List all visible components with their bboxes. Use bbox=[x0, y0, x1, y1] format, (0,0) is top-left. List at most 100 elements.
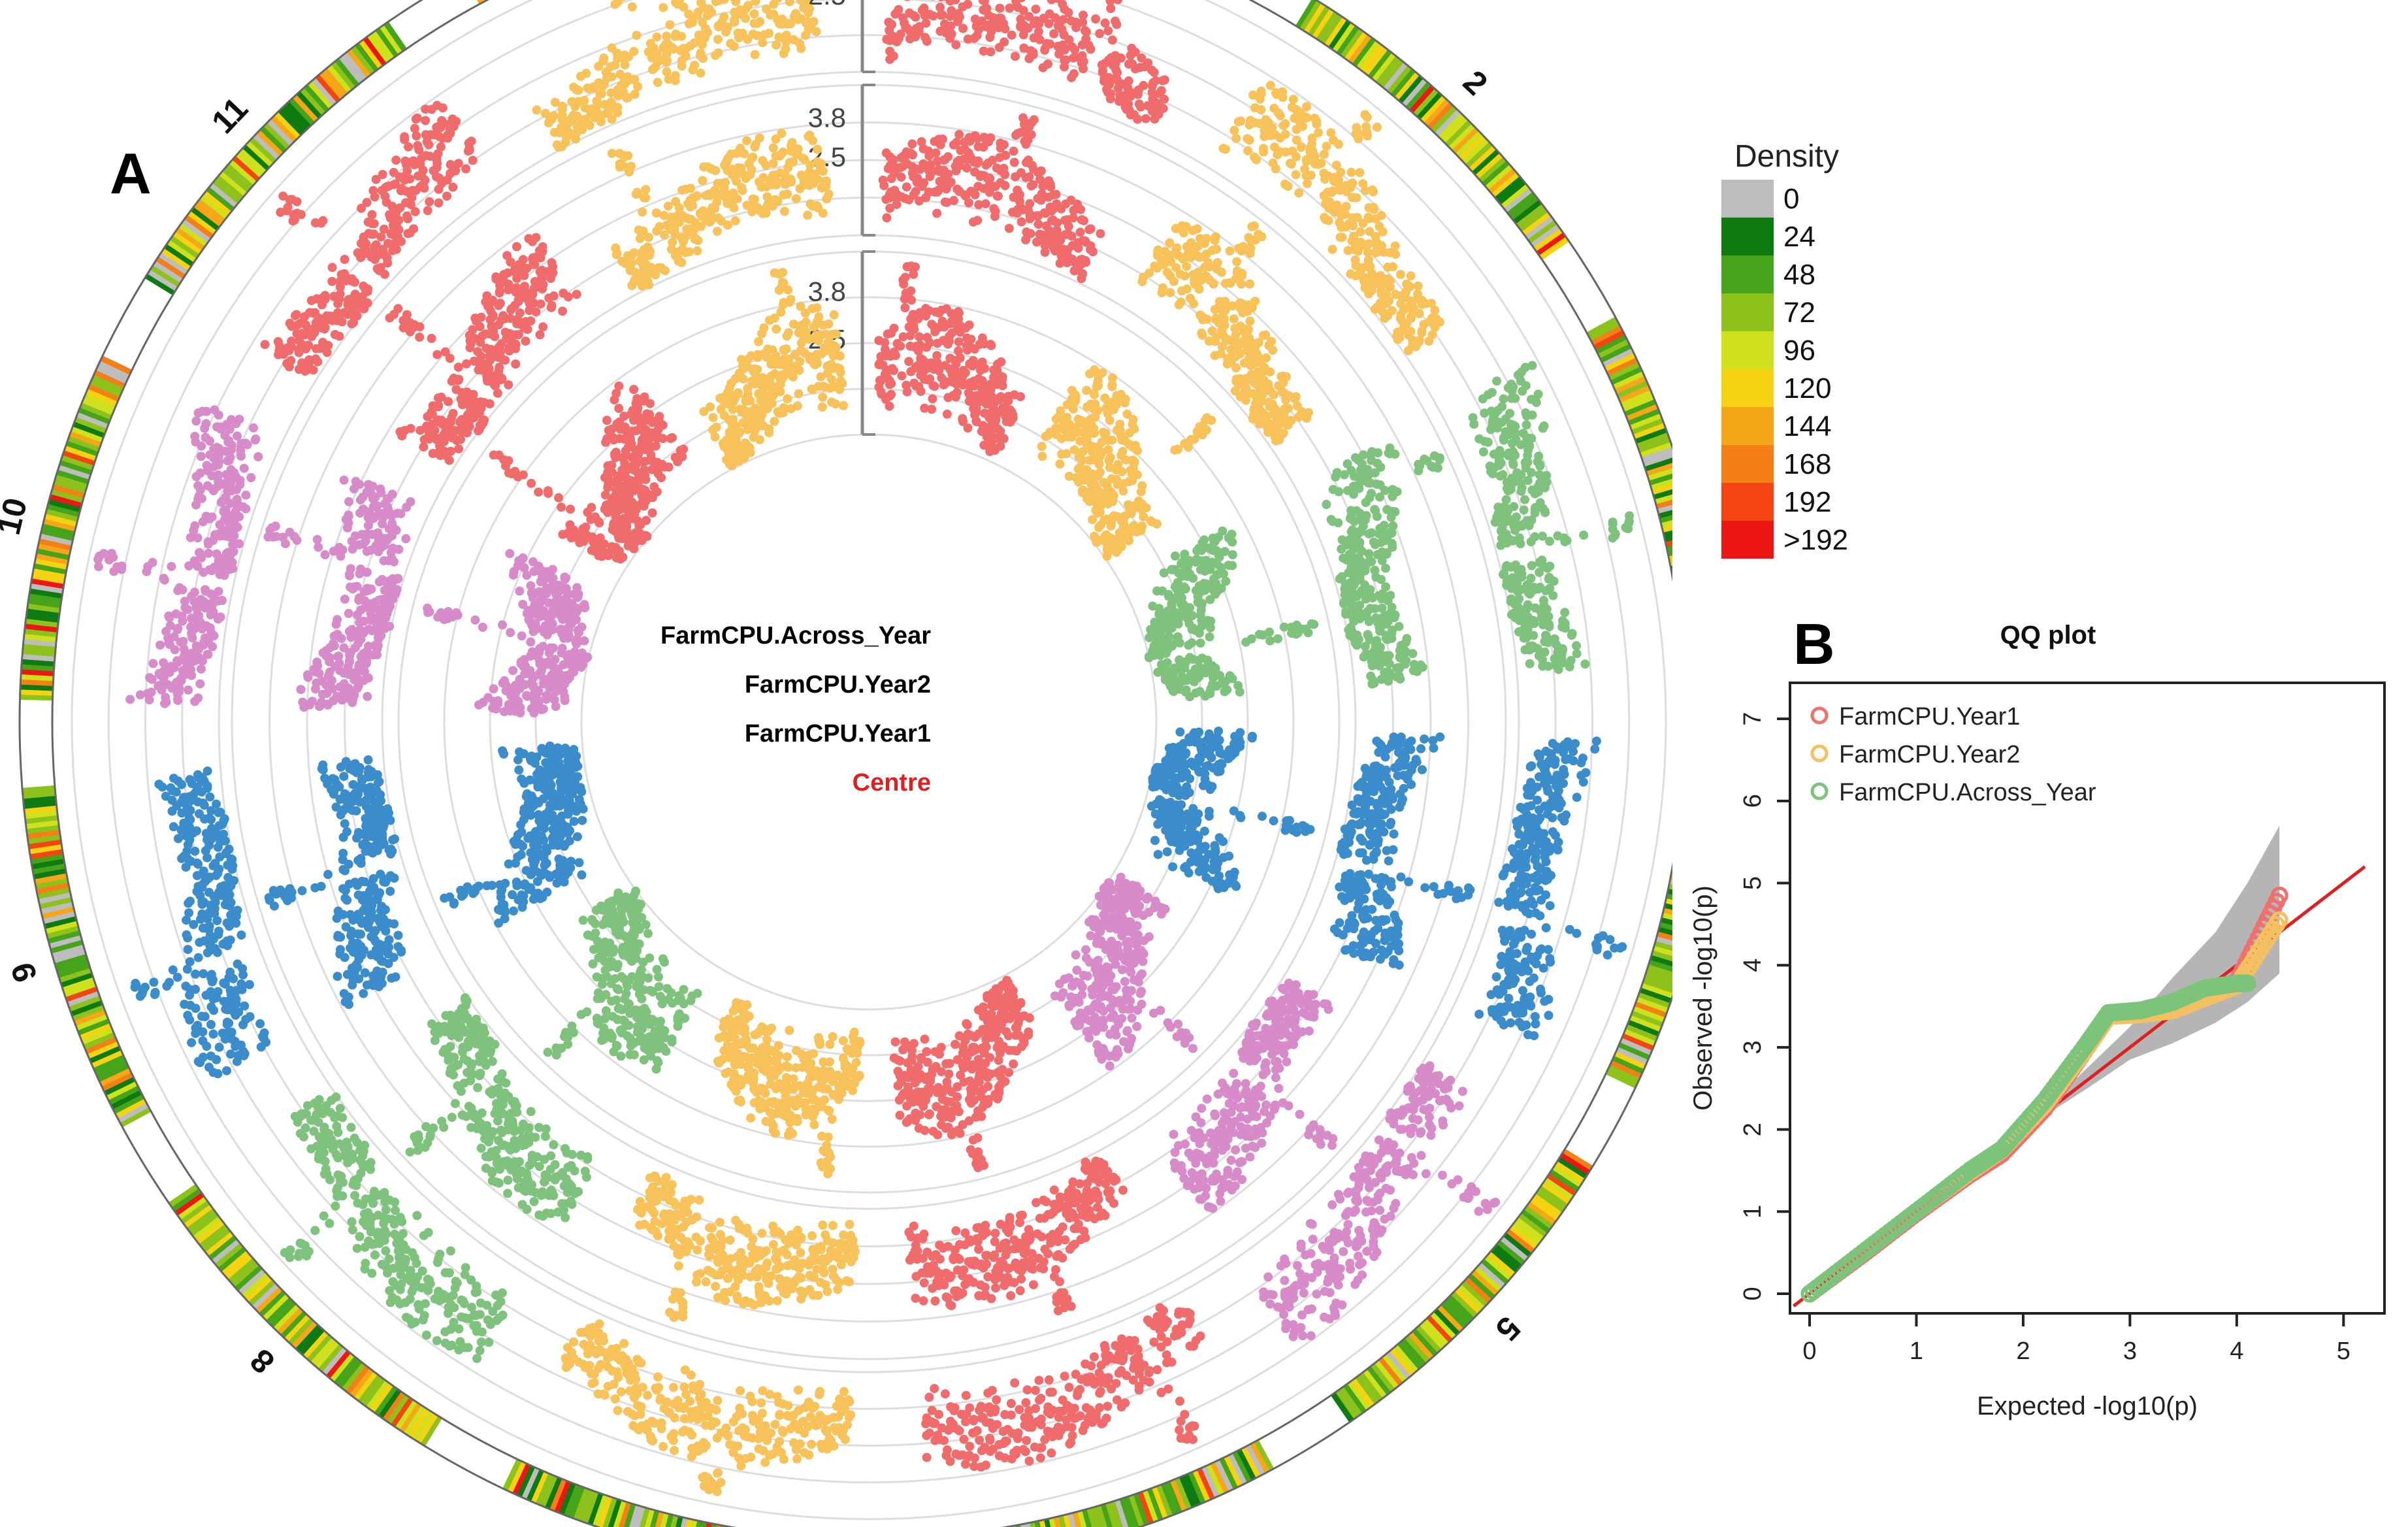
manhattan-point bbox=[1385, 820, 1395, 830]
manhattan-point bbox=[534, 487, 544, 497]
manhattan-point bbox=[902, 1101, 912, 1111]
manhattan-point bbox=[895, 1110, 905, 1120]
manhattan-point bbox=[664, 462, 674, 472]
manhattan-point bbox=[885, 401, 894, 411]
manhattan-point bbox=[615, 1026, 625, 1035]
manhattan-point bbox=[728, 414, 738, 424]
manhattan-point bbox=[794, 365, 804, 375]
manhattan-point bbox=[649, 482, 659, 491]
manhattan-point bbox=[964, 1094, 974, 1104]
manhattan-point bbox=[897, 371, 907, 381]
manhattan-point bbox=[996, 427, 1005, 436]
manhattan-point bbox=[889, 1053, 899, 1063]
manhattan-point bbox=[907, 295, 917, 305]
manhattan-point bbox=[1184, 640, 1194, 650]
manhattan-point bbox=[1245, 316, 1255, 326]
manhattan-point bbox=[1094, 523, 1103, 533]
manhattan-point bbox=[1416, 744, 1425, 753]
manhattan-point bbox=[981, 199, 990, 208]
manhattan-point bbox=[1043, 431, 1053, 440]
manhattan-point bbox=[500, 676, 510, 685]
manhattan-point bbox=[1174, 791, 1184, 800]
manhattan-point bbox=[1420, 883, 1430, 893]
manhattan-point bbox=[579, 636, 589, 646]
manhattan-point bbox=[1167, 836, 1176, 846]
manhattan-point bbox=[578, 915, 588, 925]
manhattan-point bbox=[1213, 767, 1223, 777]
manhattan-point bbox=[1372, 512, 1382, 521]
manhattan-point bbox=[423, 603, 432, 613]
manhattan-point bbox=[1070, 1017, 1080, 1026]
manhattan-point bbox=[1237, 246, 1246, 256]
manhattan-point bbox=[1069, 445, 1079, 455]
manhattan-point bbox=[983, 1072, 992, 1082]
manhattan-point bbox=[483, 693, 493, 702]
manhattan-point bbox=[527, 478, 536, 488]
manhattan-point bbox=[652, 964, 662, 974]
manhattan-point bbox=[1088, 990, 1098, 1000]
manhattan-point bbox=[1071, 396, 1081, 406]
manhattan-point bbox=[1205, 595, 1215, 604]
manhattan-point bbox=[1205, 565, 1215, 574]
manhattan-point bbox=[554, 493, 564, 502]
manhattan-point bbox=[1111, 548, 1121, 557]
manhattan-point bbox=[904, 357, 914, 367]
manhattan-point bbox=[1361, 498, 1371, 507]
manhattan-point bbox=[1382, 634, 1392, 644]
manhattan-point bbox=[1395, 802, 1405, 812]
manhattan-point bbox=[1201, 668, 1211, 678]
manhattan-point bbox=[1241, 637, 1251, 647]
manhattan-point bbox=[577, 870, 587, 879]
manhattan-point bbox=[1094, 381, 1103, 391]
manhattan-point bbox=[1386, 882, 1396, 892]
manhattan-point bbox=[1003, 396, 1013, 406]
manhattan-point bbox=[755, 435, 764, 444]
manhattan-point bbox=[1278, 378, 1288, 387]
manhattan-point bbox=[601, 1006, 611, 1015]
manhattan-point bbox=[831, 343, 841, 353]
manhattan-point bbox=[819, 1145, 828, 1155]
manhattan-point bbox=[1114, 910, 1124, 919]
manhattan-point bbox=[879, 181, 889, 191]
manhattan-point bbox=[917, 1053, 926, 1062]
manhattan-point bbox=[1349, 809, 1359, 818]
manhattan-point bbox=[839, 401, 849, 410]
manhattan-point bbox=[1152, 519, 1162, 529]
manhattan-point bbox=[1165, 1023, 1175, 1032]
manhattan-point bbox=[1169, 276, 1179, 286]
manhattan-point bbox=[1097, 1054, 1107, 1064]
manhattan-point bbox=[1040, 248, 1050, 257]
manhattan-point bbox=[1395, 674, 1405, 684]
manhattan-point bbox=[934, 366, 944, 376]
manhattan-point bbox=[896, 341, 905, 351]
manhattan-point bbox=[882, 213, 892, 223]
manhattan-point bbox=[1175, 846, 1184, 855]
manhattan-point bbox=[1051, 423, 1061, 433]
manhattan-point bbox=[1250, 221, 1259, 231]
manhattan-point bbox=[1219, 569, 1228, 579]
manhattan-point bbox=[567, 1021, 577, 1031]
manhattan-point bbox=[1335, 882, 1344, 892]
manhattan-point bbox=[928, 394, 937, 404]
manhattan-point bbox=[1090, 389, 1099, 399]
manhattan-point bbox=[955, 353, 965, 363]
manhattan-point bbox=[518, 600, 528, 609]
manhattan-point bbox=[1165, 287, 1175, 297]
manhattan-point bbox=[1368, 593, 1378, 603]
manhattan-point bbox=[968, 361, 977, 371]
manhattan-point bbox=[893, 1081, 903, 1091]
manhattan-point bbox=[1280, 825, 1290, 835]
manhattan-point bbox=[655, 992, 665, 1001]
manhattan-point bbox=[1356, 819, 1365, 829]
manhattan-point bbox=[444, 607, 453, 616]
manhattan-point bbox=[956, 1070, 966, 1080]
manhattan-point bbox=[1135, 989, 1145, 998]
manhattan-point bbox=[1090, 429, 1099, 438]
manhattan-point bbox=[526, 637, 536, 647]
manhattan-point bbox=[1133, 446, 1142, 455]
manhattan-point bbox=[557, 644, 567, 653]
manhattan-point bbox=[899, 279, 909, 289]
manhattan-point bbox=[1190, 435, 1199, 444]
manhattan-point bbox=[1204, 812, 1214, 821]
manhattan-point bbox=[977, 376, 987, 386]
